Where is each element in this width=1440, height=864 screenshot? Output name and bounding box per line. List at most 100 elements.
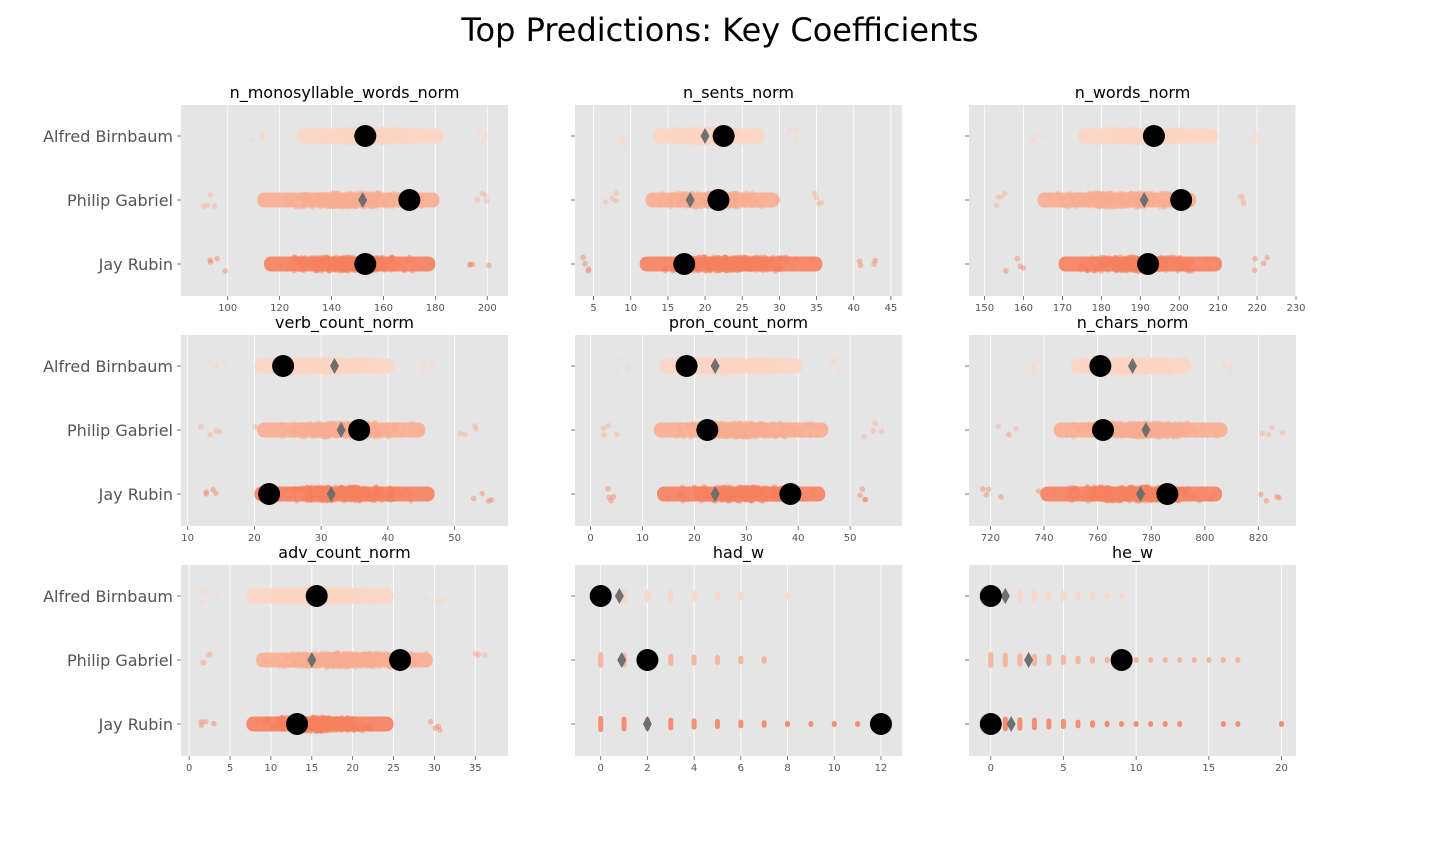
strip-point xyxy=(482,133,488,139)
strip-point xyxy=(1254,138,1261,144)
strip-point xyxy=(481,132,488,138)
strip-point xyxy=(1158,196,1165,203)
strip-point xyxy=(334,201,341,207)
strip-point xyxy=(393,194,400,201)
strip-point xyxy=(372,364,379,371)
strip-point xyxy=(307,202,314,209)
strip-point xyxy=(668,202,675,208)
strip-point xyxy=(376,130,383,137)
strip-point xyxy=(1136,129,1143,135)
strip-point xyxy=(303,198,309,205)
strip-point xyxy=(387,192,394,199)
strip-point xyxy=(292,424,299,431)
strip-point xyxy=(348,130,354,137)
strip-point xyxy=(358,356,364,363)
strip-point xyxy=(336,131,342,138)
strip-point xyxy=(772,431,778,438)
x-tick-label: 35 xyxy=(810,303,823,314)
strip-point xyxy=(385,202,392,208)
strip-point xyxy=(326,198,332,205)
strip-point xyxy=(347,191,353,198)
strip-point xyxy=(418,203,425,209)
strip-point xyxy=(375,134,382,141)
strip-point xyxy=(1194,129,1200,135)
strip-point xyxy=(323,195,330,201)
strip-point xyxy=(675,202,682,209)
strip-point xyxy=(794,137,800,144)
strip-point xyxy=(660,128,666,135)
strip-point xyxy=(329,199,336,206)
strip-point xyxy=(329,132,336,139)
subplot-panel: 100 120 140 160 180 200n_monosyllable_words_n… xyxy=(43,83,508,314)
strip-point xyxy=(340,127,347,133)
strip-point xyxy=(314,201,321,207)
strip-point xyxy=(350,127,356,134)
strip-point xyxy=(315,128,321,135)
y-tick-label: Philip Gabriel xyxy=(67,421,173,440)
strip-point xyxy=(349,139,356,146)
strip-point xyxy=(374,201,380,207)
strip-point xyxy=(345,203,352,210)
y-tick-label: Alfred Birnbaum xyxy=(43,357,173,376)
prediction-point xyxy=(348,419,371,441)
strip-point xyxy=(388,131,395,137)
strip-point xyxy=(398,129,405,136)
strip-point xyxy=(391,198,398,205)
strip-point xyxy=(385,129,392,136)
strip-point xyxy=(380,126,386,133)
strip-point xyxy=(363,190,369,197)
strip-point xyxy=(413,128,420,135)
strip-point xyxy=(485,262,492,269)
x-tick-label: 120 xyxy=(270,303,289,314)
strip-point xyxy=(296,203,303,210)
strip-point xyxy=(342,126,349,133)
strip-point xyxy=(737,139,743,145)
strip-point xyxy=(344,496,351,502)
strip-point xyxy=(324,260,330,266)
strip-point xyxy=(367,203,374,210)
strip-point xyxy=(1047,192,1053,198)
strip-point xyxy=(374,136,381,143)
strip-point xyxy=(314,197,320,204)
strip-point xyxy=(391,126,398,133)
strip-point xyxy=(741,427,747,434)
strip-point xyxy=(414,131,421,138)
strip-point xyxy=(321,139,328,146)
strip-point xyxy=(388,139,395,146)
strip-point xyxy=(384,203,391,210)
strip-point xyxy=(741,195,748,202)
strip-point xyxy=(380,138,386,145)
strip-point xyxy=(386,127,392,133)
strip-point xyxy=(680,433,687,440)
strip-point xyxy=(375,136,381,143)
strip-point xyxy=(322,366,329,373)
strip-point xyxy=(328,190,335,197)
strip-point xyxy=(872,257,879,264)
strip-point xyxy=(1159,190,1166,197)
strip-point xyxy=(395,137,402,144)
strip-point xyxy=(329,202,336,208)
strip-point xyxy=(351,199,358,206)
strip-point xyxy=(474,197,480,203)
strip-point xyxy=(371,199,377,205)
strip-point xyxy=(330,202,336,208)
strip-point xyxy=(318,191,325,198)
strip-point xyxy=(348,202,355,209)
strip-point xyxy=(1149,190,1156,197)
strip-point xyxy=(331,190,338,197)
strip-point xyxy=(391,135,398,142)
strip-point xyxy=(332,202,339,208)
strip-point xyxy=(381,128,388,135)
strip-point xyxy=(348,191,355,198)
strip-point xyxy=(367,202,374,209)
strip-point xyxy=(351,494,358,501)
strip-point xyxy=(304,368,311,374)
prediction-point xyxy=(673,253,696,275)
prediction-point xyxy=(675,355,698,377)
strip-point xyxy=(317,203,324,210)
strip-point xyxy=(334,191,340,197)
strip-point xyxy=(777,420,783,426)
strip-point xyxy=(373,203,379,210)
strip-point xyxy=(347,204,354,210)
strip-point xyxy=(403,487,410,494)
